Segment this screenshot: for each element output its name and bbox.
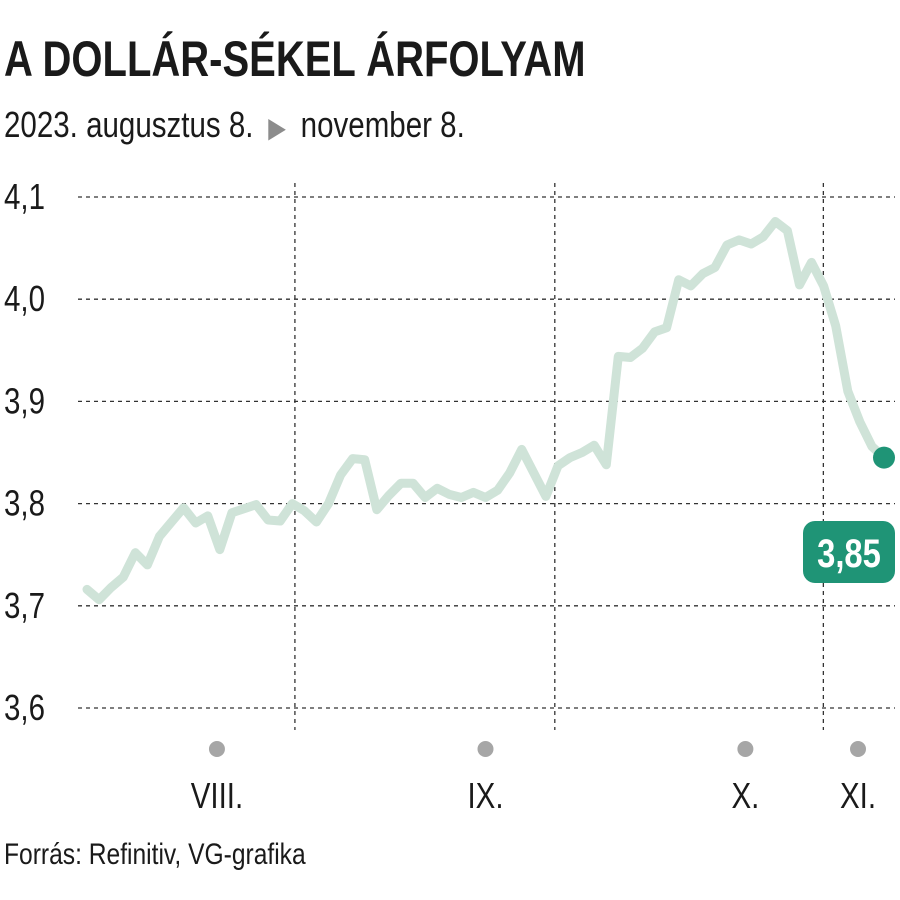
x-tick-label: XI. xyxy=(840,775,876,815)
x-tick-label: VIII. xyxy=(191,775,243,815)
y-gridlines xyxy=(78,196,895,709)
date-range-end: november 8. xyxy=(300,104,465,145)
y-tick-label: 3,6 xyxy=(4,687,45,727)
last-value-group: 3,85 xyxy=(803,446,895,583)
y-tick-label: 4,0 xyxy=(4,278,45,318)
y-tick-label: 3,9 xyxy=(4,381,45,421)
x-axis-labels: VIII. IX. X. XI. xyxy=(191,775,876,815)
y-tick-label: 3,7 xyxy=(4,585,45,625)
date-range: 2023. augusztus 8. ▶ november 8. xyxy=(4,104,465,146)
month-boundary-lines xyxy=(294,183,825,730)
month-dot xyxy=(477,741,494,757)
triangle-right-icon: ▶ xyxy=(268,112,286,143)
last-value-label: 3,85 xyxy=(817,531,881,576)
date-range-start: 2023. augusztus 8. xyxy=(4,104,254,145)
x-tick-label: IX. xyxy=(467,775,503,815)
x-tick-label: X. xyxy=(731,775,759,815)
month-markers xyxy=(208,741,867,757)
series-line xyxy=(82,217,889,605)
y-axis-labels: 3,6 3,7 3,8 3,9 4,0 4,1 xyxy=(4,176,45,727)
month-dot xyxy=(850,741,867,757)
month-dot xyxy=(208,741,225,757)
last-value-dot xyxy=(873,446,895,469)
y-tick-label: 3,8 xyxy=(4,483,45,523)
source-note: Forrás: Refinitiv, VG-grafika xyxy=(4,838,306,871)
series-group xyxy=(82,217,889,605)
chart-title: A DOLLÁR-SÉKEL ÁRFOLYAM xyxy=(4,31,586,87)
y-tick-label: 4,1 xyxy=(4,176,45,216)
month-dot xyxy=(737,741,754,757)
last-value-badge xyxy=(803,521,895,583)
